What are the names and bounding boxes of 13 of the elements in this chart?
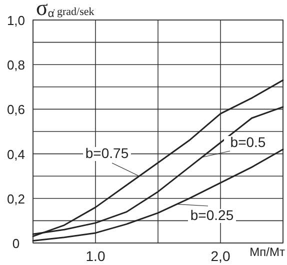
x-axis-title: Мп/Мт: [250, 245, 286, 259]
y-tick-label: 1,0: [6, 13, 26, 28]
series-label: b=0.75: [85, 145, 129, 161]
y-tick-label: 0: [12, 236, 20, 251]
y-tick-label: 0,6: [6, 102, 26, 118]
x-tick-label: 1.0: [86, 248, 106, 264]
y-axis-title: σ$_{α̇}$ grad/sek: [36, 0, 95, 20]
x-tick-label: 2,0: [210, 248, 230, 264]
legend-label: b=0.25: [190, 207, 234, 223]
y-tick-label: 0,2: [6, 191, 26, 206]
series-label: b=0.5: [230, 134, 266, 150]
y-tick-label: 0,4: [6, 146, 26, 162]
y-tick-label: 0,8: [6, 58, 26, 73]
